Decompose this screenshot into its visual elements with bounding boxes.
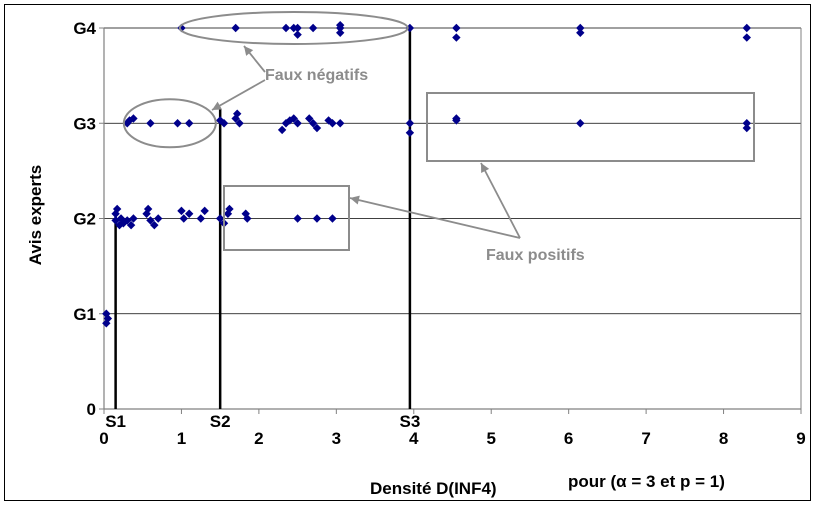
grid-lines — [104, 27, 802, 409]
data-point — [225, 204, 234, 214]
y-tick-label-g3: G3 — [73, 114, 96, 133]
y-tick-label-0: 0 — [87, 400, 96, 419]
data-point — [231, 114, 240, 123]
data-points — [102, 20, 751, 328]
arrow-faux-negatifs-g4 — [243, 45, 266, 73]
data-point — [293, 23, 302, 33]
data-point — [452, 23, 461, 33]
data-point — [277, 125, 287, 135]
data-point — [308, 119, 318, 128]
arrow-faux-positifs-g3 — [480, 162, 521, 239]
data-point — [243, 214, 252, 223]
data-point — [305, 114, 314, 123]
data-point — [116, 214, 126, 223]
data-point — [281, 23, 291, 33]
data-point — [328, 214, 337, 223]
faux-positifs-box-g3 — [426, 92, 755, 162]
data-point — [154, 214, 163, 223]
data-point — [576, 119, 585, 128]
threshold-label-s1: S1 — [105, 412, 126, 431]
data-point — [293, 30, 302, 39]
data-point — [231, 23, 240, 33]
annotation-faux-positifs: Faux positifs — [486, 247, 585, 264]
data-point — [111, 216, 120, 225]
threshold-label-s2: S2 — [210, 412, 231, 431]
x-axis-label: Densité D(INF4) — [370, 479, 497, 498]
faux-negatifs-ellipse-g4 — [178, 11, 409, 45]
arrow-faux-negatifs-g3 — [211, 79, 266, 111]
y-tick-labels: 0 G1 G2 G3 G4 — [73, 19, 104, 419]
y-axis-label: Avis experts — [26, 165, 45, 265]
x-axis-label-suffix: pour (α = 3 et p = 1) — [568, 472, 725, 491]
data-point — [129, 214, 138, 223]
x-tick-label-4: 4 — [409, 429, 419, 448]
data-point — [177, 206, 186, 216]
data-point — [200, 206, 209, 216]
data-point — [336, 119, 345, 128]
data-point — [112, 204, 122, 214]
annotation-faux-negatifs: Faux négatifs — [265, 67, 368, 84]
data-point — [184, 209, 194, 218]
threshold-lines: S1 S2 S3 — [105, 28, 420, 431]
data-point — [742, 33, 751, 42]
data-point — [173, 119, 182, 128]
x-tick-label-3: 3 — [332, 429, 341, 448]
data-point — [233, 109, 242, 118]
data-point — [235, 119, 244, 128]
data-point — [336, 28, 345, 37]
data-point — [177, 23, 186, 33]
x-tick-label-2: 2 — [254, 429, 263, 448]
data-point — [146, 216, 155, 225]
x-tick-label-5: 5 — [486, 429, 495, 448]
annotation-shapes — [122, 11, 755, 251]
data-point — [219, 119, 229, 128]
data-point — [196, 214, 206, 223]
data-point — [328, 119, 337, 128]
x-tick-label-0: 0 — [99, 429, 108, 448]
data-point — [126, 220, 136, 230]
x-tick-label-8: 8 — [719, 429, 728, 448]
data-point — [312, 214, 322, 223]
data-point — [405, 128, 415, 137]
data-point — [742, 119, 751, 128]
data-point — [742, 23, 751, 33]
data-point — [179, 214, 188, 223]
data-point — [184, 119, 194, 128]
data-point — [308, 23, 318, 33]
data-point — [285, 116, 295, 125]
x-tick-label-6: 6 — [564, 429, 573, 448]
data-point — [123, 216, 132, 225]
x-tick-labels: 0 1 2 3 4 5 6 7 8 9 — [99, 409, 806, 448]
data-point — [576, 28, 585, 37]
x-tick-label-9: 9 — [796, 429, 805, 448]
data-point — [146, 119, 155, 128]
data-point — [289, 114, 298, 123]
data-point — [336, 20, 345, 30]
data-point — [150, 220, 159, 230]
faux-negatifs-ellipse-g3 — [122, 98, 217, 149]
data-point — [215, 214, 225, 223]
chart-frame — [4, 4, 811, 501]
data-point — [576, 23, 585, 33]
threshold-label-s3: S3 — [400, 412, 421, 431]
data-point — [143, 204, 153, 214]
arrow-faux-positifs-g2 — [349, 195, 521, 239]
data-point — [452, 33, 461, 42]
y-tick-label-g2: G2 — [73, 210, 96, 229]
x-tick-label-1: 1 — [177, 429, 186, 448]
data-point — [312, 123, 322, 133]
data-point — [405, 119, 415, 128]
data-point — [293, 119, 302, 128]
data-point — [452, 114, 461, 123]
x-tick-label-7: 7 — [641, 429, 650, 448]
data-point — [742, 123, 751, 133]
data-point — [103, 314, 113, 323]
y-tick-label-g1: G1 — [73, 305, 96, 324]
faux-positifs-box-g2 — [223, 185, 350, 251]
y-tick-label-g4: G4 — [73, 19, 96, 38]
data-point — [293, 214, 302, 223]
data-point — [129, 114, 138, 123]
